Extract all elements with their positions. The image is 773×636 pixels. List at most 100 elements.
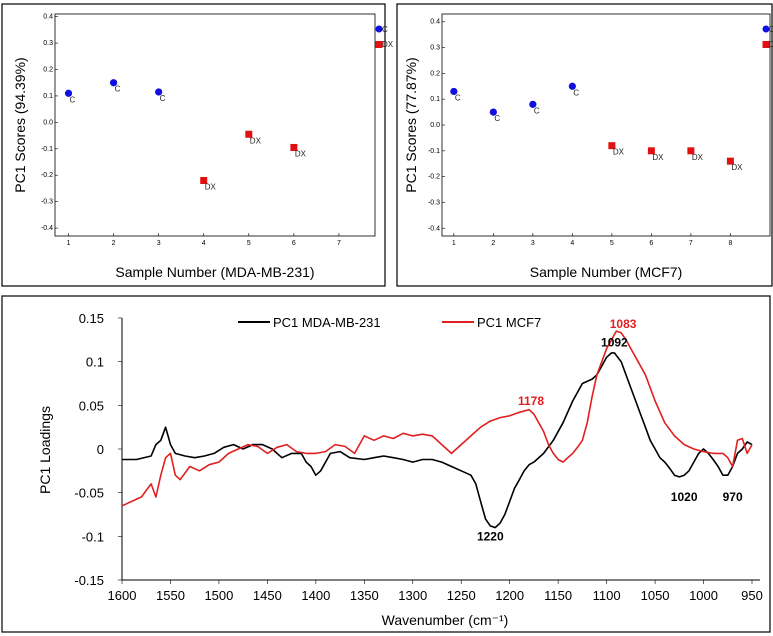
loadings-y-tick-label: -0.15 (74, 573, 104, 588)
loadings-x-tick-label: 1150 (544, 588, 572, 603)
loadings-y-tick-label: 0 (97, 442, 104, 457)
mcf7-y-tick-label: 0.3 (430, 45, 440, 52)
mcf7-x-tick-label: 1 (452, 240, 456, 247)
points-group-mcf7: C C C C DX DX DX DX C DX (450, 25, 773, 172)
line-series-mcf7 (121, 330, 753, 507)
loadings-x-tick-label: 1550 (156, 588, 185, 603)
y-axis-label-mda: PC1 Scores (94.39%) (12, 57, 28, 192)
mcf7-x-tick-label: 6 (649, 240, 653, 247)
mda-x-tick-label: 2 (112, 240, 116, 247)
mcf7-y-tick-label: -0.1 (428, 148, 440, 155)
legend: PC1 MDA-MB-231 PC1 MCF7 (238, 315, 541, 330)
mcf7-legend-marker-dx (762, 41, 770, 48)
mcf7-point-label: C (494, 114, 500, 123)
scatter-plot-area-mda (54, 13, 376, 237)
peak-label: 1220 (477, 529, 504, 543)
mcf7-y-tick-label: 0.0 (430, 122, 440, 129)
loadings-x-tick-label: 1250 (447, 588, 476, 603)
mcf7-x-tick-label: 3 (531, 240, 535, 247)
peak-label: 1020 (671, 490, 698, 504)
points-group-mda: C C C DX DX DX C DX (64, 25, 394, 192)
mcf7-y-tick-label: 0.4 (430, 19, 440, 26)
mda-legend-label-dx: DX (382, 40, 394, 49)
scatter-panel-mcf7: Sample Number (MCF7) PC1 Scores (77.87%)… (396, 3, 773, 287)
mda-point-c (64, 89, 73, 97)
x-axis-label-mda: Sample Number (MDA-MB-231) (115, 264, 314, 280)
tick-group-mda: 0.4 0.3 0.2 0.1 0.0 -0.1 -0.2 -0.3 -0.4 1 2 3 4 5 6 7 (41, 14, 341, 247)
mcf7-x-tick-label: 4 (570, 240, 574, 247)
loadings-x-tick-label: 1200 (495, 588, 524, 603)
mcf7-point-c (450, 87, 458, 96)
y-axis-label-mcf7: PC1 Scores (77.87%) (403, 57, 419, 192)
mda-point-label: DX (250, 136, 262, 145)
mcf7-point-c (529, 100, 537, 108)
scatter-panel-mda-border (1, 3, 386, 287)
mcf7-point-dx (608, 142, 616, 150)
mcf7-point-label: C (455, 93, 461, 102)
mcf7-x-tick-label: 7 (689, 240, 693, 247)
loadings-x-tick-label: 1600 (108, 588, 137, 603)
mcf7-x-tick-label: 8 (728, 240, 732, 247)
loadings-y-tick-label: 0.1 (86, 355, 104, 370)
loadings-x-tick-label: 950 (741, 588, 763, 603)
mcf7-y-tick-label: 0.2 (430, 70, 440, 77)
loadings-x-tick-label: 1350 (350, 588, 379, 603)
mcf7-x-tick-label: 2 (491, 240, 495, 247)
mda-legend-marker-dx (375, 41, 383, 48)
mda-point-dx (290, 143, 298, 151)
mcf7-legend-label-dx: DX (769, 40, 773, 49)
mcf7-point-label: C (534, 106, 540, 115)
mda-point-c (109, 79, 118, 87)
mda-legend-marker-c (375, 25, 383, 33)
loadings-y-tick-label: 0.05 (79, 398, 104, 413)
legend-label-mda: PC1 MDA-MB-231 (273, 315, 381, 330)
mda-y-tick-label: -0.3 (41, 199, 53, 206)
tick-group-mcf7: 0.4 0.3 0.2 0.1 0.0 -0.1 -0.2 -0.3 -0.4 1 2 3 4 5 6 7 8 (428, 19, 733, 247)
loadings-x-tick-label: 1100 (593, 588, 621, 603)
loadings-x-tick-label: 1000 (689, 588, 718, 603)
mcf7-legend-label-c: C (769, 25, 773, 34)
loadings-x-tick-label: 1050 (641, 588, 670, 603)
mda-y-tick-label: 0.1 (43, 93, 53, 100)
mda-x-tick-label: 3 (157, 240, 161, 247)
scatter-panel-mcf7-border (396, 3, 773, 287)
x-axis-label-loadings: Wavenumber (cm⁻¹) (382, 612, 509, 628)
mcf7-point-label: DX (613, 148, 625, 157)
mda-point-label: C (115, 85, 121, 94)
scatter-panel-mda: Sample Number (MDA-MB-231) PC1 Scores (9… (1, 3, 394, 287)
y-axis-label-loadings: PC1 Loadings (37, 406, 53, 494)
line-series-group (121, 330, 753, 529)
mcf7-point-dx (726, 157, 734, 165)
mcf7-point-label: DX (731, 163, 743, 172)
mda-y-tick-label: -0.2 (41, 172, 53, 179)
mda-point-label: DX (205, 183, 217, 192)
loadings-y-tick-label: -0.05 (74, 486, 104, 501)
x-axis-label-mcf7: Sample Number (MCF7) (530, 264, 682, 280)
loadings-x-tick-label: 1500 (204, 588, 233, 603)
peak-label: 1092 (601, 335, 628, 349)
mda-point-label: C (70, 95, 76, 104)
mda-x-tick-label: 7 (337, 240, 341, 247)
loadings-x-tick-label: 1300 (398, 588, 427, 603)
loadings-y-tick-label: 0.15 (79, 311, 104, 326)
peak-label: 970 (723, 490, 743, 504)
mcf7-point-label: DX (652, 153, 664, 162)
mda-point-label: C (160, 94, 166, 103)
mda-legend-label-c: C (382, 25, 388, 34)
peak-annotations: 1220 1178 1092 1083 1020 970 (477, 317, 743, 543)
mcf7-y-tick-label: -0.3 (428, 199, 440, 206)
mda-y-tick-label: 0.4 (43, 14, 53, 21)
tick-group-loadings: 0.15 0.1 0.05 0 -0.05 -0.1 -0.15 1600 1550 1500 14… (74, 311, 762, 603)
mda-y-tick-label: 0.0 (43, 119, 53, 126)
mcf7-y-tick-label: -0.4 (428, 225, 440, 232)
mda-y-tick-label: -0.4 (41, 225, 53, 232)
mcf7-point-dx (647, 147, 655, 155)
loadings-y-tick-label: -0.1 (82, 529, 104, 544)
mcf7-point-dx (687, 147, 695, 155)
mda-x-tick-label: 6 (292, 240, 296, 247)
legend-label-mcf7: PC1 MCF7 (477, 315, 541, 330)
mcf7-point-c (568, 82, 576, 90)
mcf7-legend-marker-c (762, 25, 770, 33)
mda-point-dx (200, 177, 208, 184)
